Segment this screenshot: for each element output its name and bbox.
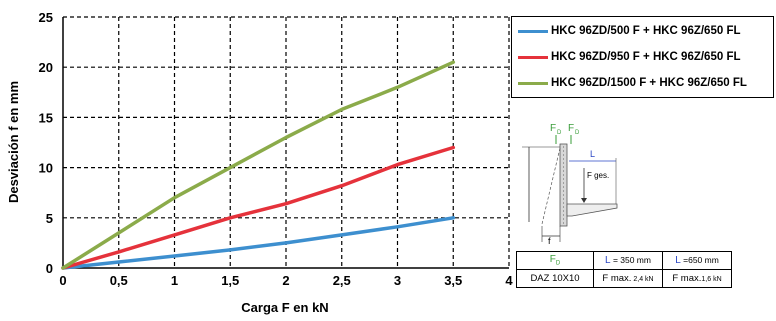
spec-cell-fd: FD bbox=[516, 251, 594, 270]
spec-table: FD L = 350 mm L =650 mm DAZ 10X10 F max.… bbox=[516, 251, 732, 288]
fd-label-left: F bbox=[550, 123, 556, 134]
legend-label-1: HKC 96ZD/500 F + HKC 96Z/650 FL bbox=[551, 25, 741, 37]
y-tick-label: 20 bbox=[39, 60, 53, 75]
y-tick-labels: 0 5 10 15 20 25 bbox=[39, 10, 53, 276]
legend-item-2: HKC 96ZD/950 F + HKC 96Z/650 FL bbox=[518, 49, 741, 65]
legend-swatch-2 bbox=[518, 55, 548, 59]
legend-label-2: HKC 96ZD/950 F + HKC 96Z/650 FL bbox=[551, 51, 741, 63]
axes bbox=[62, 17, 509, 269]
spec-row-2: DAZ 10X10 F max. 2,4 kN F max.1,6 kN bbox=[516, 269, 732, 288]
legend-item-1: HKC 96ZD/500 F + HKC 96Z/650 FL bbox=[518, 23, 741, 39]
fd-sub-right: D bbox=[575, 130, 580, 136]
spec-cell-l650: L =650 mm bbox=[662, 251, 732, 270]
series-line-3 bbox=[61, 60, 456, 270]
y-tick-label: 25 bbox=[39, 10, 53, 25]
legend-swatch-3 bbox=[518, 81, 548, 85]
spec-cell-l350: L = 350 mm bbox=[593, 251, 663, 270]
series-line-2 bbox=[61, 145, 456, 270]
x-tick-label: 0 bbox=[59, 273, 66, 288]
bracket-arm bbox=[566, 203, 618, 217]
plot-area bbox=[63, 17, 509, 268]
y-tick-label: 0 bbox=[46, 261, 53, 276]
x-tick-label: 1 bbox=[171, 273, 178, 288]
x-tick-label: 1,5 bbox=[221, 273, 239, 288]
x-tick-labels: 0 0,5 1 1,5 2 2,5 3 3,5 4 bbox=[59, 273, 513, 288]
x-axis-label: Carga F en kN bbox=[241, 300, 328, 315]
legend-swatch-1 bbox=[518, 29, 548, 33]
y-tick-label: 5 bbox=[46, 211, 53, 226]
y-axis-label: Desviación f en mm bbox=[6, 81, 21, 203]
x-tick-label: 2 bbox=[282, 273, 289, 288]
fges-arrow-head bbox=[581, 198, 587, 203]
fges-label: F ges. bbox=[587, 171, 609, 180]
x-tick-label: 2,5 bbox=[333, 273, 351, 288]
l-label: L bbox=[590, 149, 595, 159]
legend: HKC 96ZD/500 F + HKC 96Z/650 FL HKC 96ZD… bbox=[511, 16, 774, 98]
legend-item-3: HKC 96ZD/1500 F + HKC 96Z/650 FL bbox=[518, 75, 747, 91]
deflected-line bbox=[541, 147, 561, 225]
y-tick-label: 10 bbox=[39, 161, 53, 176]
series-lines bbox=[61, 60, 456, 270]
grid bbox=[63, 16, 510, 268]
spec-cell-daz: DAZ 10X10 bbox=[516, 269, 594, 288]
x-tick-label: 0,5 bbox=[110, 273, 128, 288]
spec-row-1: FD L = 350 mm L =650 mm bbox=[516, 251, 732, 270]
y-tick-label: 15 bbox=[39, 110, 53, 125]
x-tick-label: 3 bbox=[394, 273, 401, 288]
rail bbox=[559, 143, 568, 227]
f-label: f bbox=[548, 236, 551, 246]
bracket-diagram: F D F D L F ges. f bbox=[522, 123, 618, 246]
fd-sub-left: D bbox=[557, 130, 562, 136]
series-line-1 bbox=[61, 216, 456, 270]
spec-cell-fmax-650: F max.1,6 kN bbox=[662, 269, 732, 288]
x-tick-label: 3,5 bbox=[444, 273, 462, 288]
legend-label-3: HKC 96ZD/1500 F + HKC 96Z/650 FL bbox=[551, 77, 747, 89]
fd-label-right: F bbox=[568, 123, 574, 134]
spec-cell-fmax-350: F max. 2,4 kN bbox=[593, 269, 663, 288]
x-tick-label: 4 bbox=[505, 273, 513, 288]
